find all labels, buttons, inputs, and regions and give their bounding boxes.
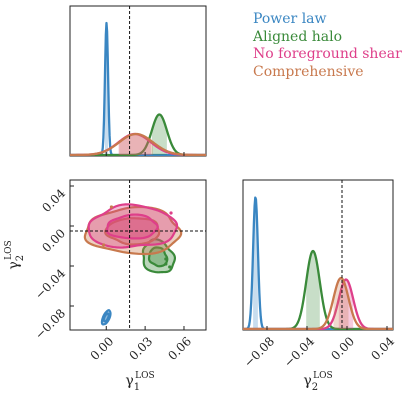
x-tick-label: 0.03: [126, 334, 155, 363]
outlier-point: [168, 265, 172, 269]
y-tick-label: 0.00: [39, 226, 68, 255]
outlier-point: [164, 262, 168, 266]
g2-marginal-band: [333, 278, 349, 329]
panel-joint: [69, 179, 207, 331]
contour-inner: [105, 213, 159, 240]
x-tick-label: 0.00: [328, 334, 357, 363]
y-tick-label: 0.04: [39, 186, 68, 215]
contour-outer: [87, 203, 179, 249]
legend-entry: Comprehensive: [253, 64, 364, 80]
x-tick-label: 0.06: [165, 334, 194, 363]
outlier-point: [102, 243, 106, 247]
g1-marginal-band: [119, 134, 153, 155]
outlier-point: [164, 257, 168, 261]
contour-inner: [102, 312, 110, 323]
legend-entry: Aligned halo: [252, 29, 342, 45]
g1-marginal-band: [118, 134, 151, 155]
outlier-point: [109, 205, 114, 209]
outlier-point: [169, 211, 173, 215]
legend-entry: No foreground shear: [253, 46, 402, 62]
x-tick-label: 0.00: [88, 334, 117, 363]
g2-marginal-band: [306, 251, 320, 329]
y-tick-label: −0.04: [32, 266, 68, 302]
x-tick-label: −0.04: [281, 334, 317, 370]
g1-marginal-curve: [70, 132, 206, 156]
x-axis-label: γ1LOS: [125, 371, 154, 393]
x-axis-label: γ2LOS: [303, 371, 332, 393]
x-tick-label: 0.04: [368, 334, 397, 363]
legend-entry: Power law: [253, 11, 327, 27]
x-tick-label: −0.08: [241, 334, 277, 370]
y-axis-label: γ2LOS: [4, 240, 26, 269]
y-tick-label: −0.08: [32, 306, 68, 342]
g2-marginal-curve: [243, 276, 393, 330]
legend: Power law Aligned halo No foreground she…: [252, 11, 402, 80]
